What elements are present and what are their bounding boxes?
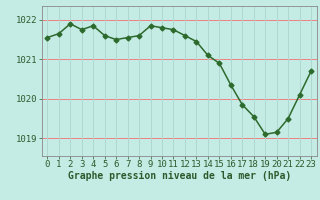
X-axis label: Graphe pression niveau de la mer (hPa): Graphe pression niveau de la mer (hPa) [68, 171, 291, 181]
